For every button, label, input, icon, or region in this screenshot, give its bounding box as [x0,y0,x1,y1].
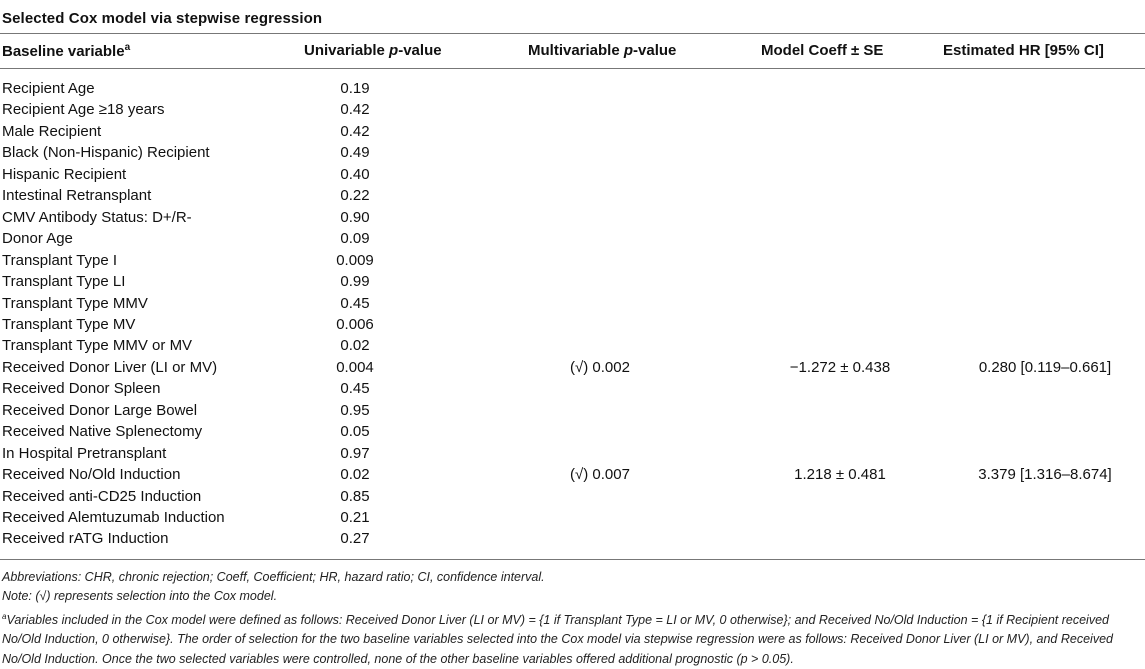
cell-univariable-p: 0.004 [336,358,374,376]
cell-baseline-variable: Transplant Type MMV or MV [2,337,193,355]
cell-univariable-p: 0.05 [340,423,370,441]
cell-baseline-variable: Transplant Type MMV [2,294,148,312]
top-rule [0,33,1145,34]
cell-univariable-p: 0.009 [336,251,374,269]
table-row: Received No/Old Induction 0.02 (√) 0.007 1.… [0,466,1145,488]
cell-multivariable-p: (√) 0.007 [570,466,630,484]
selection-note: Note: (√) represents selection into the … [2,589,278,604]
footnote-a: aVariables included in the Cox model wer… [2,607,1142,669]
cell-univariable-p: 0.42 [340,122,370,140]
footnote-a-text: Variables included in the Cox model were… [2,612,1113,666]
cell-model-coeff: −1.272 ± 0.438 [789,358,891,376]
cell-univariable-p: 0.45 [340,294,370,312]
cell-baseline-variable: Transplant Type LI [2,273,126,291]
cell-baseline-variable: Received No/Old Induction [2,466,181,484]
table-row: Intestinal Retransplant 0.22 [0,187,1145,209]
header-multivariable-p: p [623,42,634,59]
table-row: In Hospital Pretransplant 0.97 [0,445,1145,467]
cell-univariable-p: 0.97 [340,444,370,462]
table-row: CMV Antibody Status: D+/R- 0.90 [0,209,1145,231]
cell-baseline-variable: Received Alemtuzumab Induction [2,509,225,526]
cell-baseline-variable: Male Recipient [2,122,102,140]
table-row: Transplant Type MMV or MV 0.02 [0,337,1145,359]
cell-baseline-variable: CMV Antibody Status: D+/R- [2,208,192,226]
cell-baseline-variable: Transplant Type I [2,251,118,269]
header-univariable-p-value: Univariable p-value [304,42,442,59]
header-univariable-p: p [389,42,399,59]
table-row: Donor Age 0.09 [0,230,1145,252]
cell-univariable-p: 0.09 [340,230,370,248]
cell-estimated-hr: 3.379 [1.316–8.674] [978,466,1112,484]
cell-baseline-variable: Transplant Type MV [2,315,136,333]
cell-univariable-p: 0.006 [336,315,374,333]
cell-baseline-variable: Recipient Age [2,80,95,97]
header-baseline-label: Baseline variable [2,43,125,60]
cell-univariable-p: 0.85 [340,487,370,505]
bottom-rule [0,559,1145,560]
table-row: Received Donor Liver (LI or MV) 0.004 (√) … [0,359,1145,381]
cell-baseline-variable: In Hospital Pretransplant [2,444,167,462]
table-row: Hispanic Recipient 0.40 [0,166,1145,188]
cell-univariable-p: 0.90 [340,208,370,226]
cell-univariable-p: 0.27 [340,530,370,548]
table-row: Recipient Age ≥18 years 0.42 [0,101,1145,123]
cell-baseline-variable: Hispanic Recipient [2,165,127,183]
cell-univariable-p: 0.19 [340,80,370,97]
cell-baseline-variable: Received Donor Liver (LI or MV) [2,358,218,376]
header-univariable-pre: Univariable [304,42,390,59]
table-row: Received Donor Spleen 0.45 [0,380,1145,402]
cell-univariable-p: 0.02 [340,466,370,484]
table-row: Received Donor Large Bowel 0.95 [0,402,1145,424]
cell-univariable-p: 0.95 [340,401,370,419]
cell-multivariable-p: (√) 0.002 [570,358,630,376]
table-row: Transplant Type MV 0.006 [0,316,1145,338]
table-row: Male Recipient 0.42 [0,123,1145,145]
cell-baseline-variable: Received Donor Large Bowel [2,401,198,419]
footnote-a-marker: a [2,611,7,621]
header-univariable-post: -value [398,42,442,59]
cell-baseline-variable: Donor Age [2,230,73,248]
cell-baseline-variable: Received Donor Spleen [2,380,161,398]
table-row: Recipient Age 0.19 [0,80,1145,102]
cell-univariable-p: 0.21 [340,509,370,526]
table-row: Transplant Type MMV 0.45 [0,295,1145,317]
cell-baseline-variable: Received rATG Induction [2,530,169,548]
header-rule [0,68,1145,69]
cell-baseline-variable: Received Native Splenectomy [2,423,203,441]
cell-baseline-variable: Received anti-CD25 Induction [2,487,202,505]
cell-univariable-p: 0.40 [340,165,370,183]
cell-univariable-p: 0.49 [340,144,370,162]
cell-univariable-p: 0.02 [340,337,370,355]
header-estimated-hr: Estimated HR [95% CI] [943,42,1104,59]
table-row: Transplant Type I 0.009 [0,252,1145,274]
header-baseline-variable: Baseline variablea [2,42,130,60]
table-row: Received Native Splenectomy 0.05 [0,423,1145,445]
cell-baseline-variable: Intestinal Retransplant [2,187,152,205]
table-row: Black (Non-Hispanic) Recipient 0.49 [0,144,1145,166]
cell-baseline-variable: Black (Non-Hispanic) Recipient [2,144,210,162]
cell-model-coeff: 1.218 ± 0.481 [794,466,886,484]
header-multivariable-pre: Multivariable [528,42,624,59]
cell-univariable-p: 0.45 [340,380,370,398]
cell-estimated-hr: 0.280 [0.119–0.661] [978,358,1112,376]
table-row: Received Alemtuzumab Induction 0.21 [0,509,1145,531]
cell-univariable-p: 0.42 [340,101,370,119]
table-footnotes: Abbreviations: CHR, chronic rejection; C… [2,568,1142,669]
footnote-marker-a: a [124,42,131,53]
cell-baseline-variable: Recipient Age ≥18 years [2,101,165,119]
cell-univariable-p: 0.22 [340,187,370,205]
header-model-coeff: Model Coeff ± SE [761,42,884,59]
table-row: Received rATG Induction 0.27 [0,530,1145,552]
header-multivariable-p-value: Multivariable p-value [528,42,676,59]
abbreviations-note: Abbreviations: CHR, chronic rejection; C… [2,570,545,584]
table-row: Transplant Type LI 0.99 [0,273,1145,295]
table-title: Selected Cox model via stepwise regressi… [2,10,323,27]
table-row: Received anti-CD25 Induction 0.85 [0,488,1145,510]
header-multivariable-post: -value [633,42,677,59]
cell-univariable-p: 0.99 [340,273,370,291]
